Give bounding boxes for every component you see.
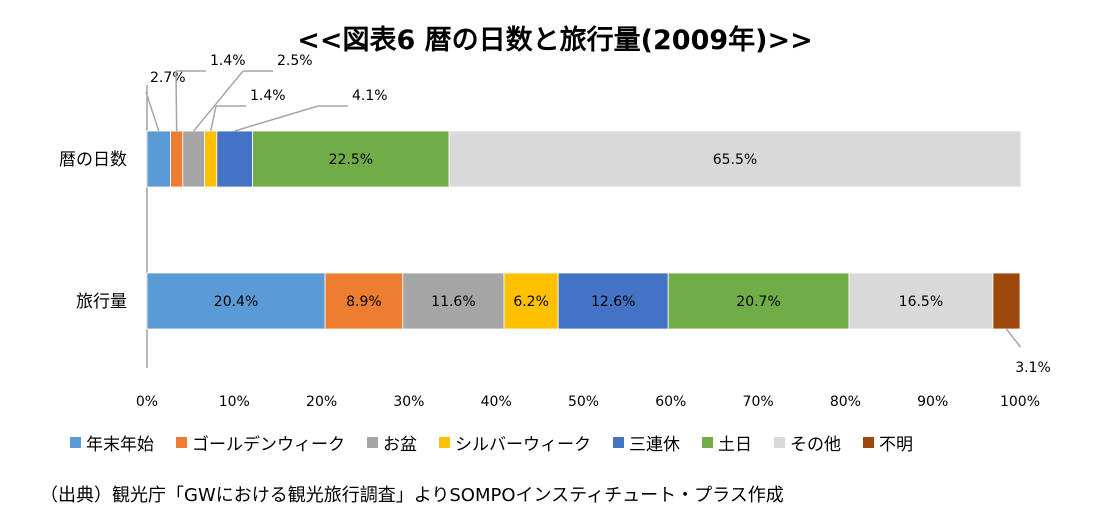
data-label-callout: 1.4% xyxy=(250,88,286,104)
bar-segment xyxy=(182,130,206,188)
category-label: 旅行量 xyxy=(76,292,127,312)
leader-line xyxy=(193,70,244,132)
data-label-callout: 3.1% xyxy=(1015,360,1051,376)
legend-label: 三連休 xyxy=(629,435,680,455)
x-tick-label: 90% xyxy=(917,394,948,410)
legend: 年末年始 ゴールデンウィーク お盆 シルバーウィーク 三連休 土日 その他 不明 xyxy=(70,430,935,455)
bar-segment xyxy=(992,272,1021,330)
leader-line xyxy=(209,105,217,132)
leader-line xyxy=(1005,328,1022,348)
leader-line xyxy=(234,105,319,132)
x-tick-label: 20% xyxy=(306,394,337,410)
category-label: 暦の日数 xyxy=(59,150,127,170)
x-tick-label: 0% xyxy=(136,394,158,410)
data-label: 6.2% xyxy=(513,294,549,310)
bar-segment xyxy=(146,130,171,188)
legend-label: 年末年始 xyxy=(86,435,154,455)
x-tick-label: 30% xyxy=(393,394,424,410)
bar-segment xyxy=(848,272,994,330)
x-tick-label: 70% xyxy=(743,394,774,410)
x-tick-label: 100% xyxy=(1000,394,1040,410)
bar-segment xyxy=(170,130,184,188)
leader-line xyxy=(175,70,178,132)
data-label-callout: 2.5% xyxy=(277,53,313,69)
legend-item: ゴールデンウィーク xyxy=(176,430,345,455)
legend-item: その他 xyxy=(774,430,841,455)
data-label: 16.5% xyxy=(899,294,943,310)
data-label-callout: 4.1% xyxy=(352,88,388,104)
bar-segment xyxy=(503,272,559,330)
legend-item: 土日 xyxy=(702,430,752,455)
legend-swatch xyxy=(367,437,378,448)
legend-label: ゴールデンウィーク xyxy=(192,435,345,455)
data-label: 22.5% xyxy=(329,152,373,168)
bar-segment xyxy=(216,130,254,188)
legend-label: 不明 xyxy=(879,435,913,455)
legend-swatch xyxy=(70,437,81,448)
chart-title: <<図表6 暦の日数と旅行量(2009年)>> xyxy=(297,25,813,56)
x-tick-label: 10% xyxy=(219,394,250,410)
data-label: 12.6% xyxy=(591,294,635,310)
legend-item: 不明 xyxy=(863,430,913,455)
data-label: 65.5% xyxy=(713,152,757,168)
bar-segment xyxy=(252,130,450,188)
data-label-callout: 1.4% xyxy=(210,53,246,69)
data-label: 20.4% xyxy=(214,294,258,310)
bar-segment xyxy=(204,130,218,188)
x-tick-label: 60% xyxy=(655,394,686,410)
x-tick-label: 50% xyxy=(568,394,599,410)
legend-swatch xyxy=(702,437,713,448)
bar-segment xyxy=(324,272,404,330)
bar-segment xyxy=(146,272,326,330)
legend-item: シルバーウィーク xyxy=(439,430,591,455)
legend-swatch xyxy=(176,437,187,448)
data-label: 8.9% xyxy=(346,294,382,310)
legend-item: 年末年始 xyxy=(70,430,154,455)
x-tick-label: 80% xyxy=(830,394,861,410)
legend-label: その他 xyxy=(790,435,841,455)
bar-segment xyxy=(448,130,1022,188)
legend-item: お盆 xyxy=(367,430,417,455)
leader-line xyxy=(145,91,160,132)
x-tick-label: 40% xyxy=(481,394,512,410)
data-label: 11.6% xyxy=(431,294,475,310)
legend-label: シルバーウィーク xyxy=(455,435,591,455)
legend-item: 三連休 xyxy=(613,430,680,455)
legend-swatch xyxy=(439,437,450,448)
data-label-callout: 2.7% xyxy=(150,70,186,86)
legend-swatch xyxy=(863,437,874,448)
legend-swatch xyxy=(774,437,785,448)
legend-label: 土日 xyxy=(718,435,752,455)
bar-segment xyxy=(402,272,505,330)
data-label: 20.7% xyxy=(736,294,780,310)
legend-swatch xyxy=(613,437,624,448)
legend-label: お盆 xyxy=(383,435,417,455)
source-note: （出典）観光庁「GWにおける観光旅行調査」よりSOMPOインスティチュート・プラ… xyxy=(40,485,784,506)
